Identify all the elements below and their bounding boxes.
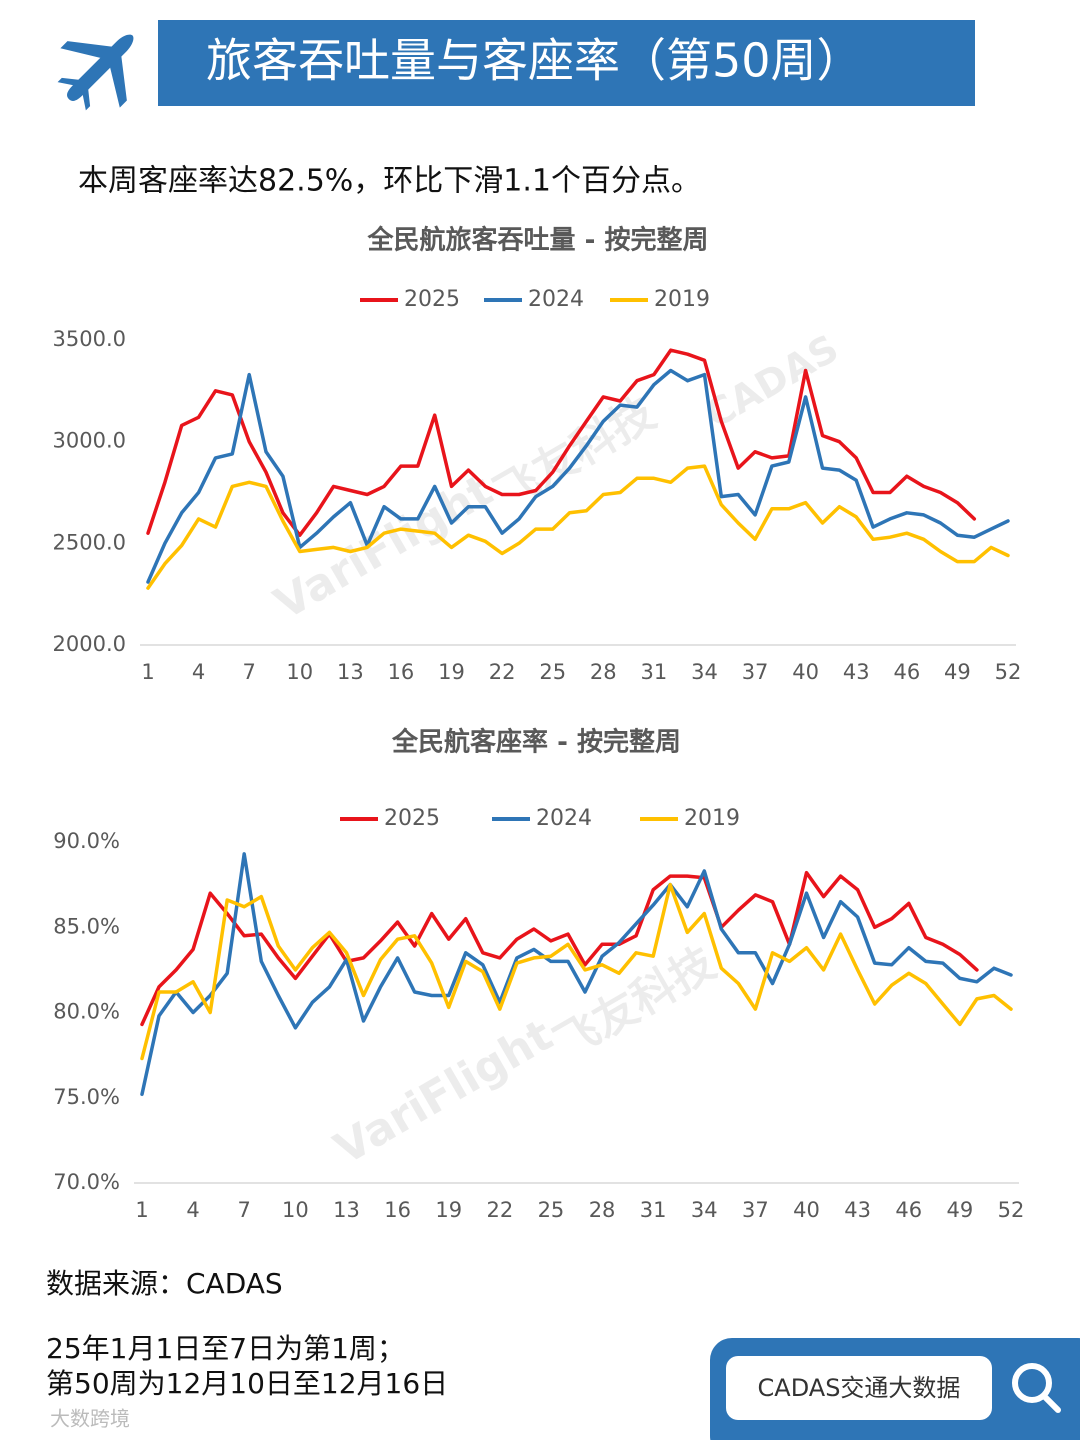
legend-label: 2025 [384, 806, 440, 831]
y-tick-label: 75.0% [53, 1085, 120, 1109]
series-line [146, 368, 1010, 584]
note: 第50周为12月10日至12月16日 [46, 1367, 448, 1400]
x-tick-label: 52 [998, 1198, 1025, 1222]
legend-label: 2019 [684, 806, 740, 831]
x-tick-label: 22 [486, 1198, 513, 1222]
y-tick-label: 2500.0 [53, 530, 126, 554]
x-tick-label: 49 [944, 660, 971, 684]
x-tick-label: 13 [333, 1198, 360, 1222]
x-tick-label: 31 [641, 660, 668, 684]
x-tick-label: 46 [895, 1198, 922, 1222]
x-tick-label: 7 [238, 1198, 251, 1222]
series-line [140, 870, 979, 1027]
source: 数据来源：CADAS [46, 1267, 283, 1300]
x-tick-label: 25 [538, 1198, 565, 1222]
x-tick-label: 16 [384, 1198, 411, 1222]
legend-label: 2024 [536, 806, 592, 831]
legend-label: 2025 [404, 287, 460, 312]
x-tick-label: 25 [539, 660, 566, 684]
watermark: VariFlight [326, 1010, 561, 1175]
series-line [146, 348, 977, 537]
x-tick-label: 1 [135, 1198, 148, 1222]
x-tick-label: 4 [186, 1198, 199, 1222]
x-tick-label: 19 [438, 660, 465, 684]
plane-icon [57, 34, 134, 111]
legend-label: 2019 [654, 287, 710, 312]
chart-title: 全民航客座率 - 按完整周 [391, 727, 681, 758]
watermark: 飞友科技 [546, 938, 724, 1070]
x-tick-label: 22 [489, 660, 516, 684]
y-tick-label: 80.0% [53, 1000, 120, 1024]
series-line [140, 852, 1013, 1097]
search-icon[interactable] [1012, 1363, 1061, 1413]
header-title: 旅客吞吐量与客座率（第50周） [206, 34, 863, 88]
x-tick-label: 43 [844, 1198, 871, 1222]
x-tick-label: 37 [742, 660, 769, 684]
x-tick-label: 7 [242, 660, 255, 684]
x-tick-label: 40 [793, 1198, 820, 1222]
x-tick-label: 1 [141, 660, 154, 684]
y-tick-label: 2000.0 [53, 632, 126, 656]
x-tick-label: 49 [947, 1198, 974, 1222]
x-tick-label: 52 [995, 660, 1022, 684]
watermark: 大数跨境 [50, 1407, 130, 1431]
series-line [140, 882, 1013, 1061]
x-tick-label: 43 [843, 660, 870, 684]
x-tick-label: 46 [893, 660, 920, 684]
header-bar [158, 20, 975, 106]
y-tick-label: 3000.0 [53, 429, 126, 453]
x-tick-label: 16 [388, 660, 415, 684]
search-input[interactable] [726, 1356, 992, 1420]
x-tick-label: 40 [792, 660, 819, 684]
x-tick-label: 34 [691, 660, 718, 684]
x-tick-label: 13 [337, 660, 364, 684]
x-tick-label: 28 [590, 660, 617, 684]
x-tick-label: 4 [192, 660, 205, 684]
y-tick-label: 85.0% [53, 914, 120, 938]
y-tick-label: 3500.0 [53, 327, 126, 351]
x-tick-label: 10 [282, 1198, 309, 1222]
subtitle: 本周客座率达82.5%，环比下滑1.1个百分点。 [78, 164, 701, 199]
note: 25年1月1日至7日为第1周； [46, 1332, 405, 1365]
x-tick-label: 10 [286, 660, 313, 684]
chart-title: 全民航旅客吞吐量 - 按完整周 [367, 225, 709, 256]
x-tick-label: 28 [589, 1198, 616, 1222]
x-tick-label: 19 [435, 1198, 462, 1222]
search-text: CADAS交通大数据 [758, 1374, 961, 1402]
x-tick-label: 37 [742, 1198, 769, 1222]
x-tick-label: 31 [640, 1198, 667, 1222]
legend-label: 2024 [528, 287, 584, 312]
x-tick-label: 34 [691, 1198, 718, 1222]
series-line [146, 464, 1010, 590]
y-tick-label: 70.0% [53, 1170, 120, 1194]
y-tick-label: 90.0% [53, 829, 120, 853]
